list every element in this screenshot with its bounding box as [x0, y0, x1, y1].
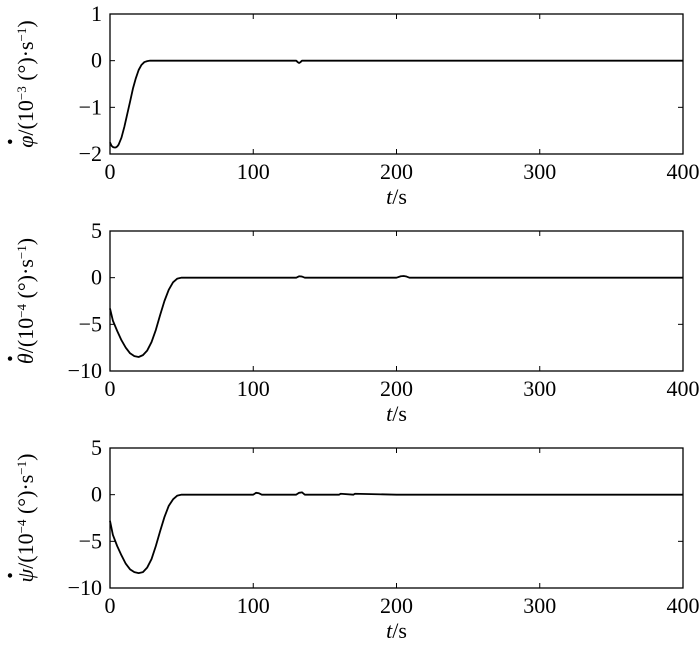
y-axis-prefix: /(10: [13, 533, 38, 568]
y-axis-symbol: φ: [13, 136, 38, 148]
x-tick-label: 100: [237, 376, 270, 401]
x-tick-label: 200: [380, 376, 413, 401]
x-axis-unit: /s: [392, 618, 407, 643]
y-axis-exponent-2: −1: [14, 28, 29, 42]
y-axis-title-group: θ/(10−4 (°)·s−1): [7, 238, 38, 364]
y-tick-label: −10: [68, 358, 102, 383]
y-axis-unit: (°)·s: [13, 475, 38, 520]
series-line-psi-dot: [109, 491, 683, 574]
x-tick-label: 300: [523, 159, 556, 184]
x-tick-label: 100: [237, 159, 270, 184]
x-tick-label: 0: [105, 159, 116, 184]
x-tick-label: 400: [667, 593, 700, 618]
y-tick-label: −1: [79, 94, 102, 119]
y-tick-label: 5: [91, 218, 102, 243]
derivative-dot: [7, 356, 13, 361]
y-axis-unit: (°)·s: [13, 259, 38, 304]
y-tick-label: 5: [91, 435, 102, 460]
y-axis-unit: (°)·s: [13, 41, 38, 86]
y-axis-exponent-2: −1: [14, 245, 29, 259]
x-tick-label: 400: [667, 159, 700, 184]
panel-theta-dot: 0 100 200 300 400 5 0 −5 −10 t/s θ/(10−4 (°)·s−1): [7, 218, 700, 426]
derivative-dot: [7, 573, 13, 578]
y-axis-symbol: θ: [13, 353, 38, 364]
x-tick-label: 200: [380, 159, 413, 184]
x-axis-title: t/s: [386, 401, 407, 426]
y-axis-exponent: −4: [14, 303, 29, 317]
y-tick-label: 0: [91, 482, 102, 507]
y-axis-title: θ/(10−4 (°)·s−1): [13, 238, 38, 364]
y-axis-exponent: −3: [14, 86, 29, 100]
y-axis-exponent: −4: [14, 519, 29, 533]
x-axis-var: t: [386, 618, 393, 643]
series-line-theta-dot: [109, 275, 683, 358]
plot-frame: [109, 447, 684, 589]
plot-frame: [109, 230, 684, 372]
x-tick-label: 300: [523, 376, 556, 401]
y-axis-prefix: /(10: [13, 318, 38, 353]
x-axis-var: t: [386, 184, 393, 209]
y-axis-title-group: ψ/(10−4 (°)·s−1): [7, 454, 38, 583]
y-axis-suffix: ): [13, 238, 38, 245]
x-tick-label: 200: [380, 593, 413, 618]
plot-frame: [109, 13, 684, 155]
x-tick-label: 0: [105, 376, 116, 401]
x-tick-label: 400: [667, 376, 700, 401]
x-tick-label: 300: [523, 593, 556, 618]
series-line-phi-dot: [109, 59, 683, 149]
y-axis-title-group: φ/(10−3 (°)·s−1): [7, 20, 38, 148]
y-axis-symbol: ψ: [13, 568, 38, 582]
x-tick-label: 100: [237, 593, 270, 618]
y-tick-label: −2: [79, 141, 102, 166]
y-axis-suffix: ): [13, 454, 38, 461]
y-tick-label: −5: [79, 311, 102, 336]
x-axis-unit: /s: [392, 401, 407, 426]
panel-psi-dot: 0 100 200 300 400 5 0 −5 −10 t/s ψ/(10−4 (°)·s−1): [7, 435, 700, 643]
y-tick-label: −5: [79, 528, 102, 553]
x-axis-var: t: [386, 401, 393, 426]
derivative-dot: [7, 139, 13, 144]
y-tick-label: 0: [91, 265, 102, 290]
y-axis-exponent-2: −1: [14, 461, 29, 475]
y-tick-label: 0: [91, 48, 102, 73]
y-axis-suffix: ): [13, 20, 38, 27]
x-axis-title: t/s: [386, 184, 407, 209]
y-tick-label: −10: [68, 575, 102, 600]
y-axis-title: ψ/(10−4 (°)·s−1): [13, 454, 38, 583]
y-tick-label: 1: [91, 1, 102, 26]
x-axis-unit: /s: [392, 184, 407, 209]
x-tick-label: 0: [105, 593, 116, 618]
y-axis-title: φ/(10−3 (°)·s−1): [13, 20, 38, 147]
x-axis-title: t/s: [386, 618, 407, 643]
y-axis-prefix: /(10: [13, 100, 38, 135]
